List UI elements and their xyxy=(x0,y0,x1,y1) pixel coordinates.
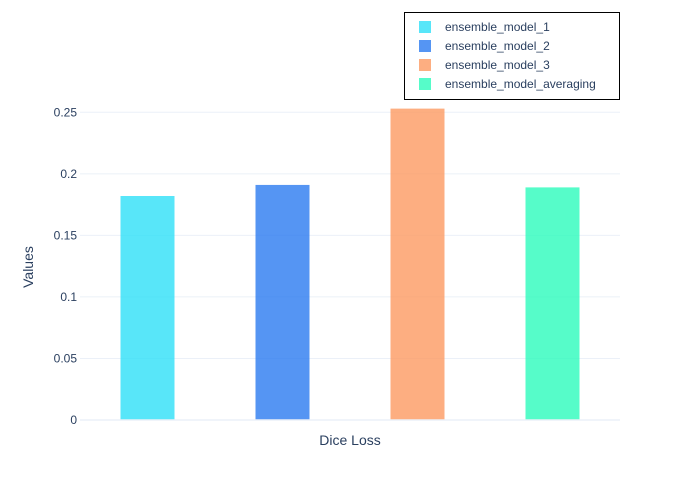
y-tick-label: 0.1 xyxy=(60,290,77,304)
bars xyxy=(120,108,580,420)
y-tick-label: 0.15 xyxy=(54,228,78,242)
y-tick-label: 0.25 xyxy=(54,105,78,119)
y-tick-label: 0.2 xyxy=(60,167,77,181)
y-axis-title: Values xyxy=(20,246,36,288)
y-axis-ticks: 0 0.05 0.1 0.15 0.2 0.25 xyxy=(54,105,78,427)
legend-box xyxy=(404,12,620,100)
bar-ensemble-model-1 xyxy=(120,196,175,420)
legend: ensemble_model_1 ensemble_model_2 ensemble… xyxy=(404,12,620,100)
legend-label: ensemble_model_1 xyxy=(445,20,550,34)
legend-swatch xyxy=(419,21,431,33)
legend-swatch xyxy=(419,78,431,90)
legend-label: ensemble_model_3 xyxy=(445,58,550,72)
legend-swatch xyxy=(419,59,431,71)
bar-ensemble-model-3 xyxy=(390,108,445,420)
y-tick-label: 0 xyxy=(70,413,77,427)
legend-label: ensemble_model_averaging xyxy=(445,77,596,91)
legend-swatch xyxy=(419,40,431,52)
x-axis-title: Dice Loss xyxy=(319,432,380,448)
bar-ensemble-model-averaging xyxy=(525,187,580,420)
bar-ensemble-model-2 xyxy=(255,184,310,420)
legend-label: ensemble_model_2 xyxy=(445,39,550,53)
y-tick-label: 0.05 xyxy=(54,351,78,365)
